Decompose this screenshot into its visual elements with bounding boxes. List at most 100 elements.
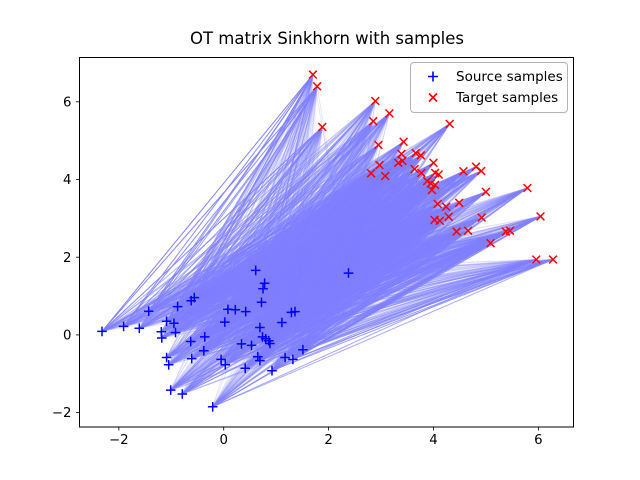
transport-line xyxy=(294,183,432,312)
transport-line xyxy=(259,160,403,328)
transport-line xyxy=(262,216,449,338)
transport-line xyxy=(241,206,447,345)
y-tick-label: 6 xyxy=(63,95,71,110)
transport-line xyxy=(190,172,372,302)
transport-line xyxy=(268,155,422,342)
transport-line xyxy=(271,113,390,371)
transport-line xyxy=(220,164,380,360)
transport-line xyxy=(168,219,435,366)
transport-line xyxy=(284,168,416,358)
source-sample-marker xyxy=(277,317,287,328)
transport-line xyxy=(161,206,447,333)
transport-line xyxy=(227,86,318,310)
transport-line xyxy=(224,126,323,323)
transport-line xyxy=(224,123,451,366)
transport-line xyxy=(255,259,554,271)
transport-line xyxy=(235,166,477,311)
transport-line xyxy=(234,100,376,310)
transport-line xyxy=(194,174,439,299)
transport-line xyxy=(245,175,386,312)
transport-line xyxy=(284,174,440,358)
transport-line xyxy=(212,220,441,408)
transport-line xyxy=(166,220,441,358)
target-sample-marker xyxy=(463,226,473,236)
transport-line xyxy=(261,162,399,303)
transport-line xyxy=(139,170,482,329)
transport-line xyxy=(203,152,417,352)
transport-line xyxy=(175,172,372,333)
transport-line xyxy=(224,168,415,366)
transport-line xyxy=(170,162,434,391)
transport-line xyxy=(166,162,434,358)
transport-line xyxy=(168,166,477,366)
transport-line xyxy=(190,141,404,342)
transport-line xyxy=(212,162,399,408)
transport-line xyxy=(212,166,477,408)
transport-line xyxy=(181,175,386,395)
transport-line xyxy=(191,189,433,360)
transport-line xyxy=(281,168,415,323)
transport-line xyxy=(166,170,464,358)
transport-line xyxy=(212,153,402,408)
transport-line xyxy=(224,174,439,323)
transport-line xyxy=(265,230,469,340)
transport-line xyxy=(269,175,386,344)
transport-line xyxy=(265,160,403,340)
transport-line xyxy=(191,182,432,360)
transport-line xyxy=(170,74,314,391)
transport-line xyxy=(348,220,441,274)
transport-line xyxy=(170,155,422,391)
transport-line xyxy=(264,202,460,284)
transport-line xyxy=(255,242,491,271)
target-sample-marker xyxy=(393,158,403,168)
transport-line xyxy=(302,202,460,351)
transport-line xyxy=(177,100,376,307)
transport-line xyxy=(225,259,537,366)
transport-line xyxy=(255,216,449,271)
transport-line xyxy=(262,187,528,290)
transport-line xyxy=(175,172,436,334)
transport-line xyxy=(294,172,436,312)
transport-line xyxy=(227,162,399,310)
transport-line xyxy=(227,170,482,310)
transport-line xyxy=(269,141,405,344)
transport-line xyxy=(204,203,438,338)
transport-line xyxy=(271,220,441,372)
target-sample-marker xyxy=(434,170,444,179)
transport-line xyxy=(348,113,390,274)
transport-line xyxy=(321,126,349,274)
transport-line xyxy=(194,166,477,299)
transport-line xyxy=(271,162,399,371)
transport-line xyxy=(294,191,487,313)
transport-line xyxy=(268,170,482,342)
source-sample-marker xyxy=(280,352,290,363)
transport-line xyxy=(191,206,447,302)
transport-line xyxy=(302,216,450,351)
transport-line xyxy=(269,173,372,344)
transport-line xyxy=(290,74,314,313)
source-sample-marker xyxy=(343,268,354,278)
transport-line xyxy=(161,152,416,333)
transport-line xyxy=(259,170,482,328)
transport-line xyxy=(204,170,482,338)
transport-line xyxy=(123,162,434,327)
transport-line xyxy=(227,220,440,310)
transport-line xyxy=(284,113,390,358)
transport-line xyxy=(264,144,379,284)
transport-line xyxy=(281,173,372,323)
transport-line xyxy=(203,216,449,352)
transport-line xyxy=(190,164,380,342)
transport-line xyxy=(166,203,438,322)
transport-line xyxy=(203,162,399,352)
transport-line xyxy=(241,242,491,345)
transport-line xyxy=(251,152,417,346)
target-sample-marker xyxy=(366,168,376,178)
transport-line xyxy=(292,113,390,360)
transport-line xyxy=(259,113,390,328)
transport-line xyxy=(148,215,541,312)
transport-line xyxy=(182,231,457,395)
transport-line xyxy=(224,162,399,366)
transport-line xyxy=(259,220,441,328)
transport-line xyxy=(190,153,402,302)
source-sample-marker xyxy=(220,317,230,327)
